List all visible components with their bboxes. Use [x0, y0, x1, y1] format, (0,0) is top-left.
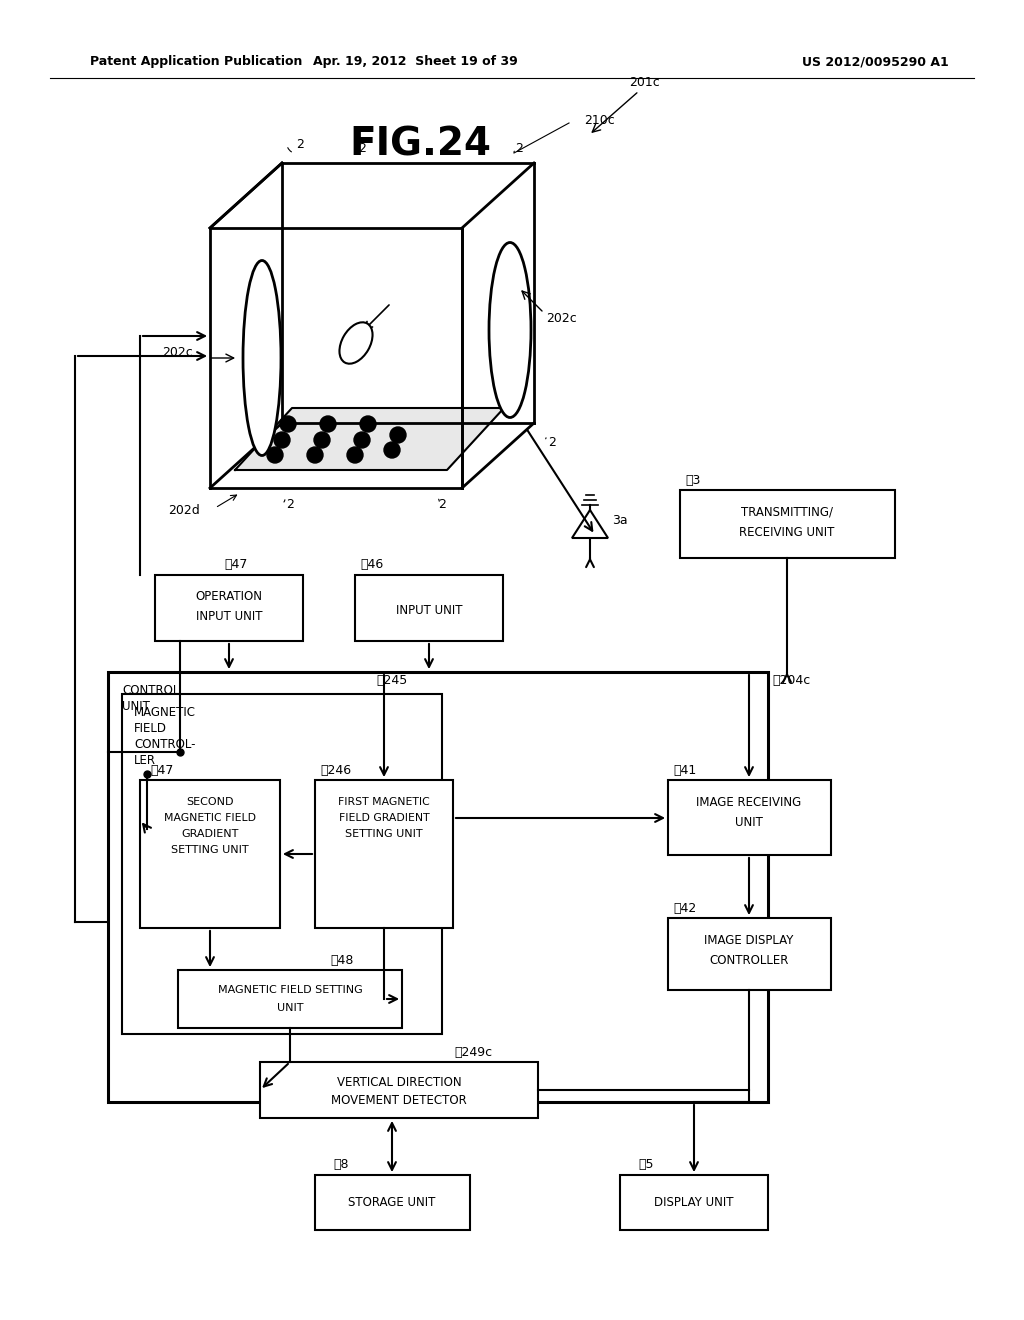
Text: CONTROL: CONTROL: [122, 684, 179, 697]
Circle shape: [390, 426, 406, 444]
Text: MAGNETIC: MAGNETIC: [134, 705, 196, 718]
Text: 2: 2: [438, 498, 445, 511]
Bar: [620, 1175, 768, 1230]
Text: INPUT UNIT: INPUT UNIT: [395, 603, 462, 616]
Polygon shape: [572, 510, 608, 539]
Text: MOVEMENT DETECTOR: MOVEMENT DETECTOR: [331, 1093, 467, 1106]
Bar: [108, 672, 768, 1102]
Text: SETTING UNIT: SETTING UNIT: [171, 845, 249, 855]
Ellipse shape: [243, 260, 281, 455]
Text: UNIT: UNIT: [122, 700, 150, 713]
Text: FIG.24: FIG.24: [349, 125, 490, 164]
Text: 2: 2: [358, 143, 366, 156]
Ellipse shape: [489, 243, 531, 417]
Text: ⌔41: ⌔41: [673, 763, 696, 776]
Text: MAGNETIC FIELD: MAGNETIC FIELD: [164, 813, 256, 822]
Text: UNIT: UNIT: [735, 816, 763, 829]
Bar: [680, 490, 895, 558]
Circle shape: [354, 432, 370, 447]
Text: SECOND: SECOND: [186, 797, 233, 807]
Bar: [178, 970, 402, 1028]
Text: 210c: 210c: [584, 114, 614, 127]
Bar: [122, 694, 442, 1034]
Circle shape: [274, 432, 290, 447]
Text: ⌔48: ⌔48: [330, 953, 353, 966]
Text: INPUT UNIT: INPUT UNIT: [196, 610, 262, 623]
Text: IMAGE RECEIVING: IMAGE RECEIVING: [696, 796, 802, 808]
Text: TRANSMITTING/: TRANSMITTING/: [741, 506, 833, 519]
Text: ⌔47: ⌔47: [150, 763, 173, 776]
Circle shape: [360, 416, 376, 432]
Text: CONTROL-: CONTROL-: [134, 738, 196, 751]
Bar: [315, 1175, 470, 1230]
Ellipse shape: [340, 322, 373, 364]
Text: ⌔246: ⌔246: [319, 763, 351, 776]
Text: CONTROLLER: CONTROLLER: [710, 953, 788, 966]
Text: ⌔42: ⌔42: [673, 902, 696, 915]
Bar: [155, 576, 303, 642]
Text: 201c: 201c: [629, 77, 659, 90]
Text: ⌔5: ⌔5: [638, 1159, 653, 1172]
Bar: [668, 917, 831, 990]
Bar: [668, 780, 831, 855]
Text: 202c: 202c: [546, 312, 577, 325]
Bar: [315, 780, 453, 928]
Circle shape: [280, 416, 296, 432]
Text: IMAGE DISPLAY: IMAGE DISPLAY: [705, 933, 794, 946]
Text: ⌔249c: ⌔249c: [454, 1045, 493, 1059]
Text: 202c: 202c: [162, 346, 193, 359]
Text: ⌔46: ⌔46: [360, 558, 383, 572]
Circle shape: [319, 416, 336, 432]
Text: FIELD GRADIENT: FIELD GRADIENT: [339, 813, 429, 822]
Circle shape: [347, 447, 362, 463]
Text: ⌔204c: ⌔204c: [772, 673, 810, 686]
Circle shape: [267, 447, 283, 463]
Text: Apr. 19, 2012  Sheet 19 of 39: Apr. 19, 2012 Sheet 19 of 39: [312, 55, 517, 69]
Text: RECEIVING UNIT: RECEIVING UNIT: [739, 525, 835, 539]
Text: ⌔8: ⌔8: [333, 1159, 348, 1172]
Text: FIRST MAGNETIC: FIRST MAGNETIC: [338, 797, 430, 807]
Circle shape: [384, 442, 400, 458]
Text: 2: 2: [515, 143, 523, 156]
Text: ⌔245: ⌔245: [376, 673, 408, 686]
Text: 2: 2: [548, 437, 556, 450]
Text: STORAGE UNIT: STORAGE UNIT: [348, 1196, 435, 1209]
Text: FIELD: FIELD: [134, 722, 167, 734]
Text: UNIT: UNIT: [276, 1003, 303, 1012]
Circle shape: [314, 432, 330, 447]
Text: GRADIENT: GRADIENT: [181, 829, 239, 840]
Text: 2: 2: [296, 139, 304, 152]
Text: VERTICAL DIRECTION: VERTICAL DIRECTION: [337, 1076, 462, 1089]
Bar: [140, 780, 280, 928]
Circle shape: [307, 447, 323, 463]
Text: ⌔3: ⌔3: [685, 474, 700, 487]
Text: 2: 2: [286, 498, 294, 511]
Text: SETTING UNIT: SETTING UNIT: [345, 829, 423, 840]
Text: US 2012/0095290 A1: US 2012/0095290 A1: [802, 55, 948, 69]
Text: Patent Application Publication: Patent Application Publication: [90, 55, 302, 69]
Bar: [355, 576, 503, 642]
Text: ⌔47: ⌔47: [224, 558, 248, 572]
Text: DISPLAY UNIT: DISPLAY UNIT: [654, 1196, 734, 1209]
Text: 202d: 202d: [168, 503, 200, 516]
Text: MAGNETIC FIELD SETTING: MAGNETIC FIELD SETTING: [218, 985, 362, 995]
Text: LER: LER: [134, 754, 156, 767]
Bar: [260, 1063, 538, 1118]
Text: 3a: 3a: [612, 513, 628, 527]
Text: OPERATION: OPERATION: [196, 590, 262, 603]
Polygon shape: [234, 408, 504, 470]
